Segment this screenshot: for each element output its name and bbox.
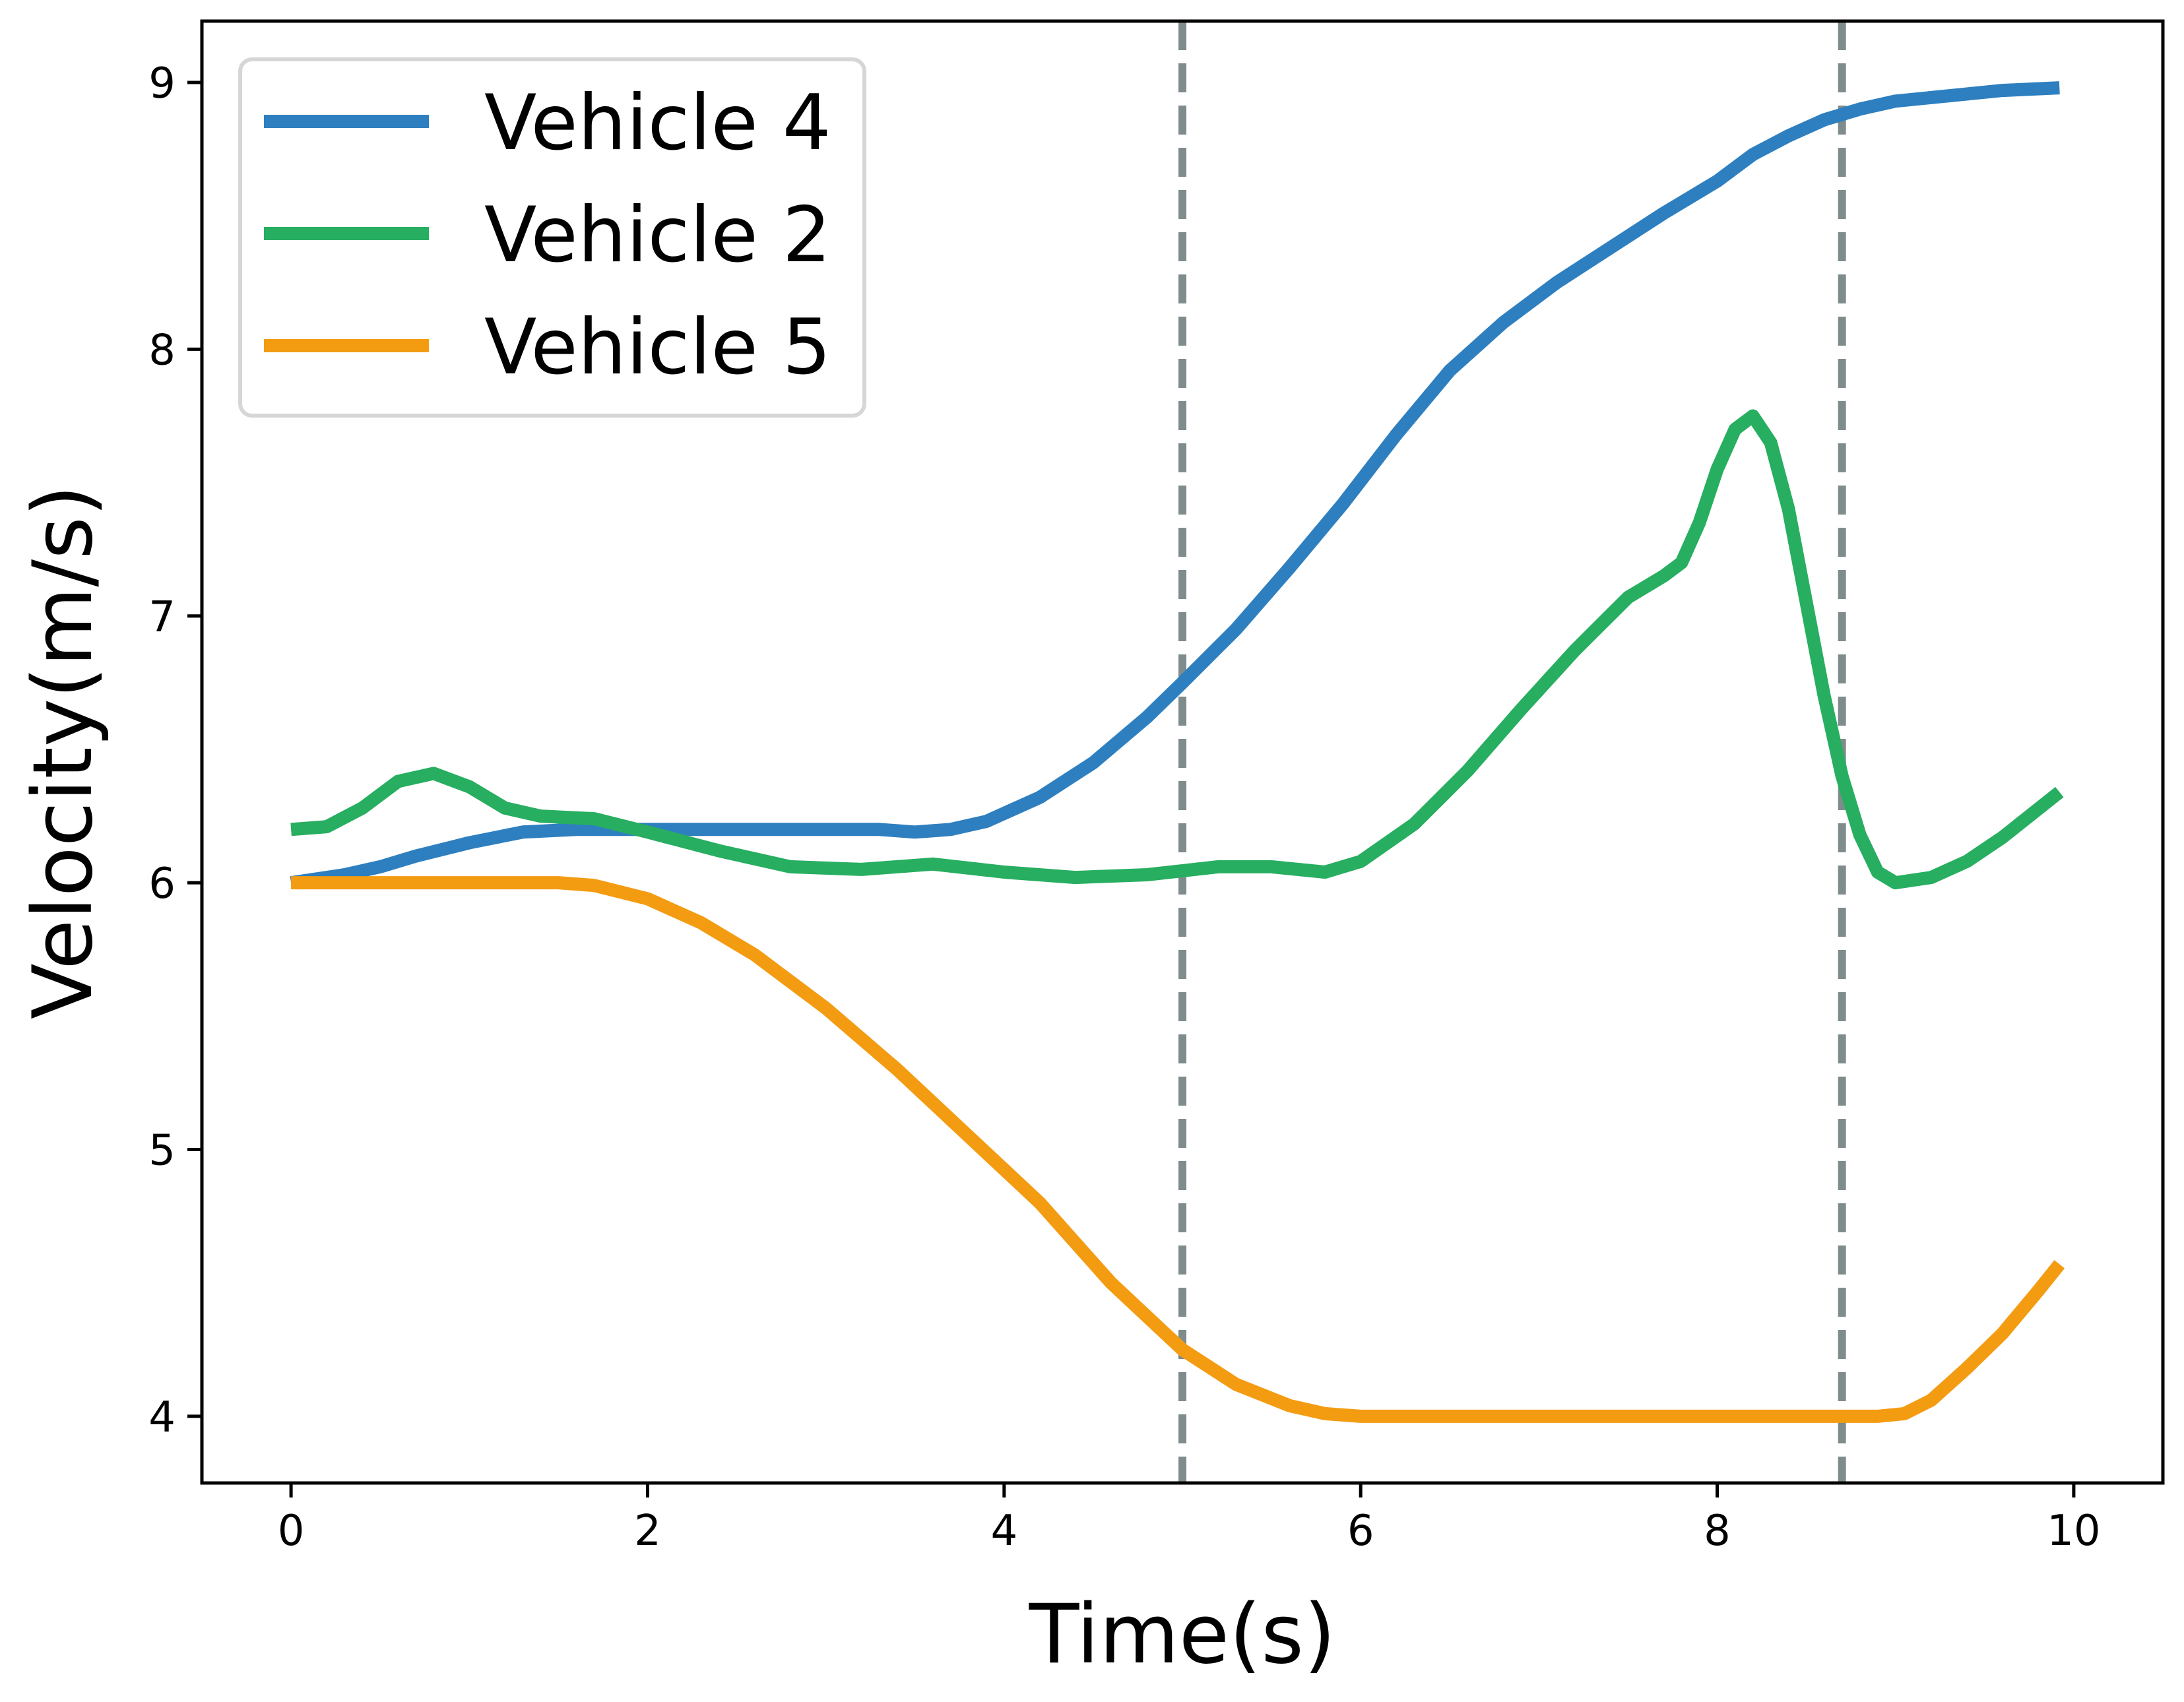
y-axis-title: Velocity(m/s)	[16, 485, 111, 1019]
legend-label: Vehicle 4	[484, 79, 831, 168]
legend: Vehicle 4 Vehicle 2 Vehicle 5	[238, 57, 866, 418]
x-tick-label: 6	[1347, 1507, 1374, 1556]
x-tick-label: 8	[1704, 1507, 1731, 1556]
x-axis-ticks: 0 2 4 6 8 10	[278, 1483, 2101, 1556]
y-tick-label: 8	[148, 326, 176, 375]
series-line-vehicle-2	[290, 409, 2064, 890]
series-lines	[290, 81, 2065, 1423]
plot-frame	[200, 19, 2165, 1485]
y-tick-label: 7	[148, 593, 176, 642]
y-tick-label: 4	[148, 1393, 176, 1442]
y-tick-label: 6	[148, 860, 176, 908]
legend-label: Vehicle 2	[484, 191, 831, 280]
series-line-vehicle-5	[291, 876, 2065, 1423]
legend-box	[238, 57, 866, 418]
x-tick-label: 4	[990, 1507, 1017, 1556]
series-line-vehicle-4	[290, 81, 2060, 889]
x-tick-label: 10	[2047, 1507, 2100, 1556]
x-tick-label: 2	[634, 1507, 661, 1556]
legend-label: Vehicle 5	[484, 303, 831, 392]
y-tick-label: 9	[148, 59, 176, 108]
x-tick-label: 0	[278, 1507, 305, 1556]
x-axis-title: Time(s)	[1029, 1587, 1336, 1682]
y-tick-label: 5	[148, 1127, 176, 1176]
y-axis-ticks: 4 5 6 7 8 9	[148, 59, 202, 1442]
